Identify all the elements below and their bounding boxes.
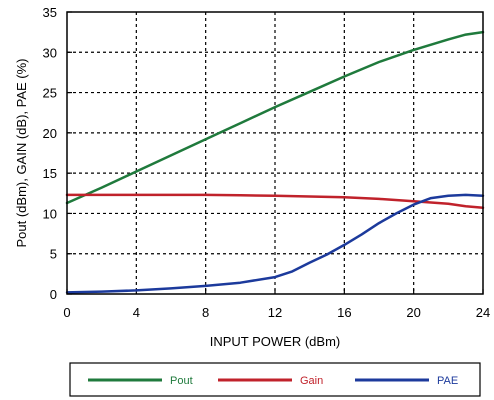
y-tick-label: 5 [50,247,57,262]
x-tick-label: 20 [406,305,420,320]
plot-frame [66,11,484,295]
y-tick-label: 30 [43,45,57,60]
y-axis-title: Pout (dBm), GAIN (dB), PAE (%) [14,58,29,247]
x-axis-title: INPUT POWER (dBm) [210,334,341,349]
legend-label-pae: PAE [437,375,458,387]
tick-labels: 0 4 8 12 16 20 24 0 5 10 15 20 25 30 35 [43,5,491,320]
legend-box [69,362,481,397]
x-tick-label: 4 [133,305,140,320]
y-tick-label: 35 [43,5,57,20]
y-tick-label: 25 [43,86,57,101]
x-tick-label: 0 [63,305,70,320]
y-tick-label: 20 [43,126,57,141]
grid [66,11,484,295]
y-tick-label: 0 [50,287,57,302]
x-tick-label: 12 [268,305,282,320]
legend: Pout Gain PAE [88,375,458,387]
series-line-pae [65,193,485,294]
series-line-gain [65,193,485,210]
x-tick-label: 8 [202,305,209,320]
x-tick-label: 16 [337,305,351,320]
series-lines [65,30,485,294]
x-tick-label: 24 [476,305,490,320]
series-line-pout [65,30,485,205]
legend-label-pout: Pout [170,375,193,387]
y-tick-label: 15 [43,166,57,181]
y-tick-label: 10 [43,206,57,221]
legend-label-gain: Gain [300,375,323,387]
